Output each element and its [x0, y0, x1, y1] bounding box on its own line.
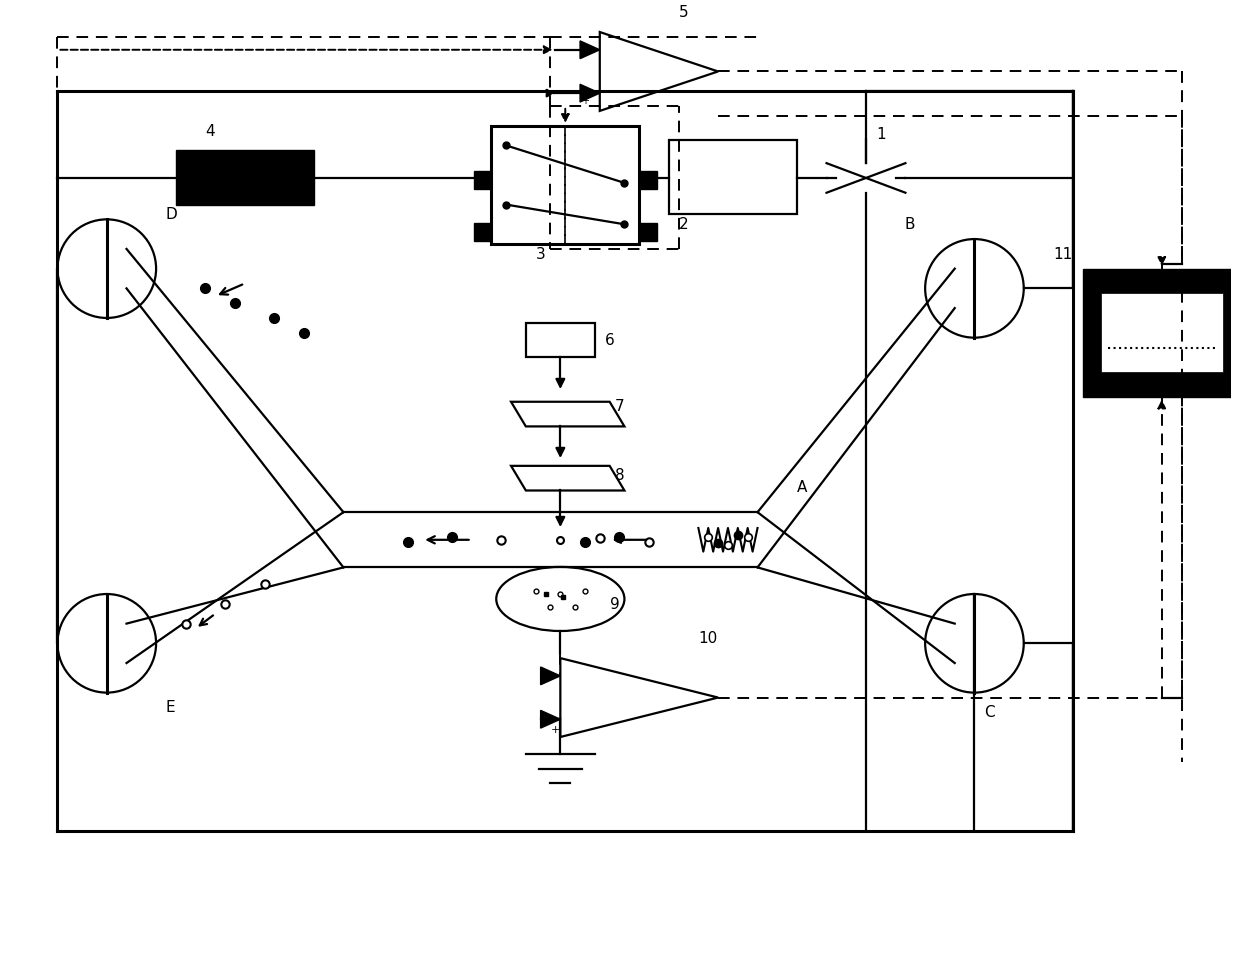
Text: D: D [166, 207, 177, 222]
Bar [669, 141, 797, 215]
Text: 3: 3 [535, 247, 545, 262]
Bar [639, 171, 657, 189]
Text: +: + [550, 725, 560, 735]
Polygon shape [580, 40, 600, 59]
Text: 6: 6 [605, 332, 615, 348]
Text: 5: 5 [679, 5, 689, 20]
Bar [176, 150, 313, 204]
Polygon shape [580, 85, 600, 102]
Text: 11: 11 [1053, 247, 1073, 262]
Bar [525, 323, 595, 357]
Bar [473, 223, 492, 241]
Text: B: B [904, 218, 916, 232]
Bar [492, 126, 639, 244]
Text: 10: 10 [699, 632, 717, 646]
Text: 2: 2 [679, 218, 689, 232]
Text: 4: 4 [206, 123, 216, 139]
Text: 1: 1 [876, 126, 886, 142]
Text: A: A [797, 481, 808, 496]
Bar [1100, 294, 1223, 372]
Text: E: E [166, 700, 176, 716]
Text: 7: 7 [615, 400, 624, 414]
Text: 9: 9 [610, 597, 620, 612]
Text: +: + [581, 96, 589, 106]
Polygon shape [540, 667, 560, 685]
Text: C: C [984, 705, 995, 720]
Bar [639, 223, 657, 241]
Bar [473, 171, 492, 189]
Text: 8: 8 [615, 468, 624, 483]
Bar [1083, 269, 1239, 397]
Polygon shape [540, 711, 560, 728]
